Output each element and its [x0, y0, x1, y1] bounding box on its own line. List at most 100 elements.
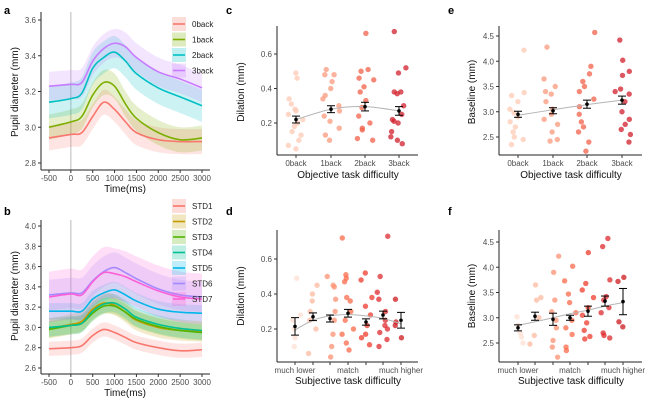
y-tick-label-d: 0.6 — [261, 255, 273, 264]
data-point-d — [344, 294, 350, 301]
data-point-f — [533, 297, 540, 303]
data-point-f — [554, 354, 561, 360]
data-point-f — [563, 347, 570, 354]
fit-line-c — [295, 106, 400, 121]
y-tick-label-c: 0.4 — [261, 85, 273, 94]
data-point-d — [376, 343, 382, 350]
legend-label-STD1: STD1 — [192, 202, 213, 211]
data-point-d — [332, 296, 339, 302]
ylabel-c: Dilation (mm) — [236, 62, 247, 121]
y-tick-label-b: 3.8 — [25, 242, 37, 251]
data-point-d — [398, 335, 405, 341]
data-point-c — [403, 65, 409, 71]
panel-label-b: b — [4, 206, 11, 218]
data-point-f — [616, 319, 622, 325]
y-tick-label-a: 2.8 — [25, 159, 37, 168]
mean-point-f — [516, 326, 520, 330]
data-point-e — [507, 119, 513, 125]
data-point-c — [361, 84, 367, 90]
mean-point-e — [551, 108, 555, 113]
data-point-e — [576, 88, 583, 95]
data-point-e — [520, 136, 526, 143]
legend-label-STD3: STD3 — [192, 233, 213, 242]
data-point-d — [362, 270, 368, 276]
data-point-e — [548, 91, 554, 97]
data-point-f — [563, 325, 569, 331]
data-point-c — [293, 146, 299, 152]
panel-label-e: e — [448, 5, 454, 17]
data-point-c — [291, 123, 298, 130]
y-tick-label-f: 4.5 — [483, 238, 495, 247]
data-point-f — [553, 325, 560, 331]
mean-point-d — [399, 318, 403, 323]
data-point-e — [617, 37, 623, 43]
data-point-c — [296, 137, 302, 143]
x-tick-label-a: -500 — [41, 174, 58, 183]
data-point-d — [290, 317, 296, 323]
data-point-f — [555, 253, 562, 259]
y-tick-label-e: 2.5 — [483, 133, 495, 142]
data-point-f — [607, 277, 613, 283]
ylabel-d: Dilation (mm) — [236, 266, 247, 325]
panel-label-a: a — [4, 5, 11, 17]
data-point-e — [511, 134, 518, 140]
mean-point-d — [381, 313, 385, 317]
data-point-c — [327, 118, 333, 124]
y-tick-label-b: 3.6 — [25, 263, 37, 272]
data-point-c — [354, 135, 361, 142]
data-point-f — [615, 278, 621, 285]
mean-point-e — [620, 98, 624, 102]
y-tick-label-e: 4.5 — [483, 32, 495, 41]
data-point-c — [293, 108, 299, 114]
data-point-e — [515, 98, 521, 105]
data-point-d — [292, 335, 298, 341]
data-point-f — [517, 330, 524, 336]
data-point-f — [569, 331, 575, 338]
data-point-d — [339, 235, 345, 241]
data-point-d — [347, 298, 353, 304]
y-tick-label-b: 3.4 — [25, 283, 37, 292]
y-tick-label-f: 4.0 — [483, 263, 495, 272]
xlabel-f: Subjective task difficulty — [518, 376, 624, 387]
data-point-c — [399, 141, 405, 147]
x-tick-label-a: 2500 — [171, 174, 189, 183]
data-point-d — [392, 322, 398, 329]
y-tick-label-c: 0.2 — [261, 119, 273, 128]
mean-point-c — [329, 107, 333, 111]
data-point-f — [531, 332, 537, 339]
y-tick-label-d: 0.2 — [261, 325, 273, 334]
panel-label-c: c — [226, 5, 232, 17]
data-point-e — [580, 124, 587, 130]
y-tick-label-a: 3.4 — [25, 52, 37, 61]
x-tick-label-e: 1back — [542, 159, 564, 168]
mean-point-f — [586, 309, 590, 313]
data-point-e — [510, 129, 516, 135]
data-point-e — [626, 116, 633, 123]
data-point-e — [541, 116, 547, 123]
data-point-c — [388, 128, 395, 135]
data-point-e — [620, 57, 626, 63]
x-tick-label-f: much lower — [498, 366, 539, 375]
data-point-c — [336, 125, 342, 131]
x-tick-label-a: 1000 — [106, 174, 124, 183]
data-point-c — [371, 77, 377, 83]
data-point-c — [328, 85, 334, 92]
data-point-e — [618, 126, 624, 133]
data-point-e — [580, 78, 586, 85]
y-tick-label-b: 3.2 — [25, 303, 37, 312]
data-point-d — [358, 335, 365, 341]
mean-point-d — [311, 314, 315, 319]
mean-point-f — [533, 314, 537, 319]
y-tick-label-e: 4.0 — [483, 57, 495, 66]
data-point-e — [588, 63, 594, 69]
x-tick-label-f: much higher — [601, 366, 645, 375]
y-tick-label-a: 3.2 — [25, 88, 37, 97]
data-point-d — [330, 331, 336, 337]
data-point-d — [327, 354, 334, 360]
x-tick-label-e: 0back — [507, 159, 529, 168]
x-tick-label-b: 1000 — [106, 378, 124, 387]
x-tick-label-b: -500 — [41, 378, 58, 387]
data-point-d — [362, 303, 369, 309]
y-tick-label-f: 3.0 — [483, 314, 495, 323]
data-point-d — [384, 336, 390, 343]
